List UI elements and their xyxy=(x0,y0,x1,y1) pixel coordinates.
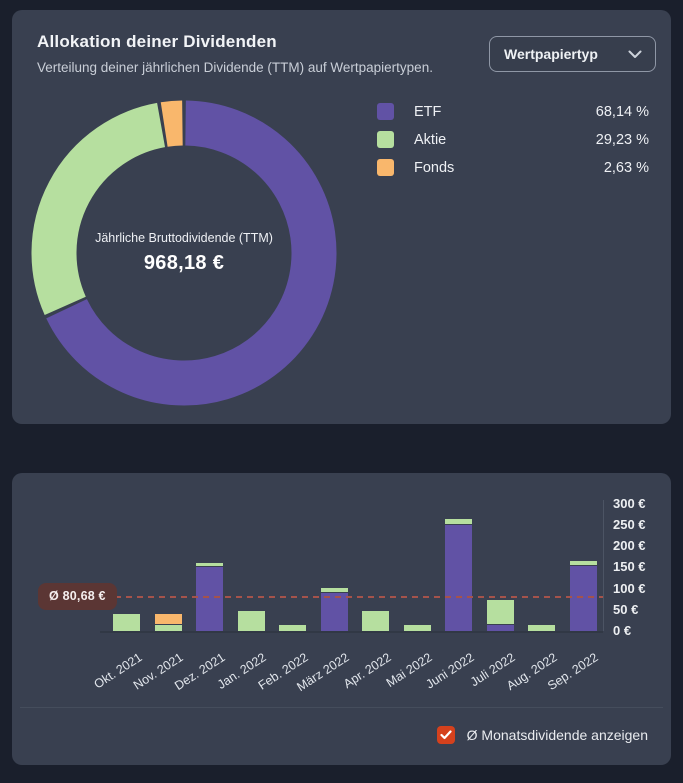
allocation-card: Allokation deiner Dividenden Verteilung … xyxy=(12,10,671,424)
bar-segment-aktie[interactable] xyxy=(279,624,306,631)
legend-value: 68,14 % xyxy=(595,103,649,120)
bar-segment-etf[interactable] xyxy=(445,525,472,631)
card-divider xyxy=(20,707,663,708)
monthly-dividend-bar-chart: 300 €250 €200 €150 €100 €50 €0 € Okt. 202… xyxy=(12,473,671,765)
bar-segment-aktie[interactable] xyxy=(569,560,597,566)
average-dividend-badge: Ø 80,68 € xyxy=(38,582,117,610)
y-tick-label: 100 € xyxy=(613,580,646,596)
y-tick-label: 50 € xyxy=(613,601,639,617)
average-dividend-line xyxy=(104,595,603,598)
legend-row-etf[interactable]: ETF 68,14 % xyxy=(377,103,649,120)
y-tick-label: 150 € xyxy=(613,559,646,575)
allocation-legend: ETF 68,14 % Aktie 29,23 % Fonds 2,63 % xyxy=(377,103,649,187)
allocation-card-title: Allokation deiner Dividenden xyxy=(37,32,277,51)
y-tick-label: 200 € xyxy=(613,538,646,554)
legend-row-fonds[interactable]: Fonds 2,63 % xyxy=(377,159,649,176)
checkmark-icon xyxy=(440,730,452,740)
bar-segment-aktie[interactable] xyxy=(320,588,348,593)
legend-label: Fonds xyxy=(414,159,455,176)
bar-segment-aktie[interactable] xyxy=(237,611,265,631)
donut-svg xyxy=(31,100,337,406)
x-axis-baseline xyxy=(100,631,603,633)
y-tick-label: 250 € xyxy=(613,517,646,532)
y-tick-label: 300 € xyxy=(613,495,646,511)
y-tick-label: 0 € xyxy=(613,623,632,638)
donut-segment-aktie[interactable] xyxy=(31,102,166,316)
legend-value: 2,63 % xyxy=(603,159,649,176)
bar-segment-etf[interactable] xyxy=(320,593,348,631)
bar-segment-fonds[interactable] xyxy=(154,613,182,625)
monthly-dividend-card: 300 €250 €200 €150 €100 €50 €0 € Okt. 202… xyxy=(12,473,671,765)
bar-segment-etf[interactable] xyxy=(196,567,223,631)
security-type-dropdown[interactable]: Wertpapiertyp xyxy=(489,36,656,72)
donut-segment-etf[interactable] xyxy=(46,100,337,406)
legend-swatch xyxy=(377,131,394,148)
legend-value: 29,23 % xyxy=(595,131,649,148)
bar-segment-aktie[interactable] xyxy=(528,624,555,631)
security-type-dropdown-value: Wertpapiertyp xyxy=(504,46,598,62)
y-axis-line xyxy=(603,500,604,631)
legend-swatch xyxy=(377,159,394,176)
bar-segment-aktie[interactable] xyxy=(113,614,140,631)
bar-segment-aktie[interactable] xyxy=(154,625,182,631)
bar-segment-aktie[interactable] xyxy=(486,600,514,624)
bar-segment-etf[interactable] xyxy=(486,624,514,631)
show-average-checkbox[interactable] xyxy=(436,726,455,744)
dividend-allocation-donut-chart: Jährliche Bruttodividende (TTM) 968,18 € xyxy=(24,93,344,413)
legend-label: ETF xyxy=(414,103,442,120)
bar-segment-aktie[interactable] xyxy=(403,625,431,631)
bar-segment-aktie[interactable] xyxy=(196,562,223,567)
bar-segment-aktie[interactable] xyxy=(362,610,389,631)
legend-row-aktie[interactable]: Aktie 29,23 % xyxy=(377,131,649,148)
chevron-down-icon xyxy=(628,50,642,59)
bar-segment-aktie[interactable] xyxy=(445,519,472,524)
legend-swatch xyxy=(377,103,394,120)
legend-label: Aktie xyxy=(414,131,447,148)
show-average-checkbox-label[interactable]: Ø Monatsdividende anzeigen xyxy=(466,727,648,743)
allocation-card-subtitle: Verteilung deiner jährlichen Dividende (… xyxy=(37,60,433,75)
donut-segment-fonds[interactable] xyxy=(160,100,184,147)
show-average-checkbox-row[interactable]: Ø Monatsdividende anzeigen xyxy=(436,719,648,751)
bar-segment-etf[interactable] xyxy=(569,566,597,631)
